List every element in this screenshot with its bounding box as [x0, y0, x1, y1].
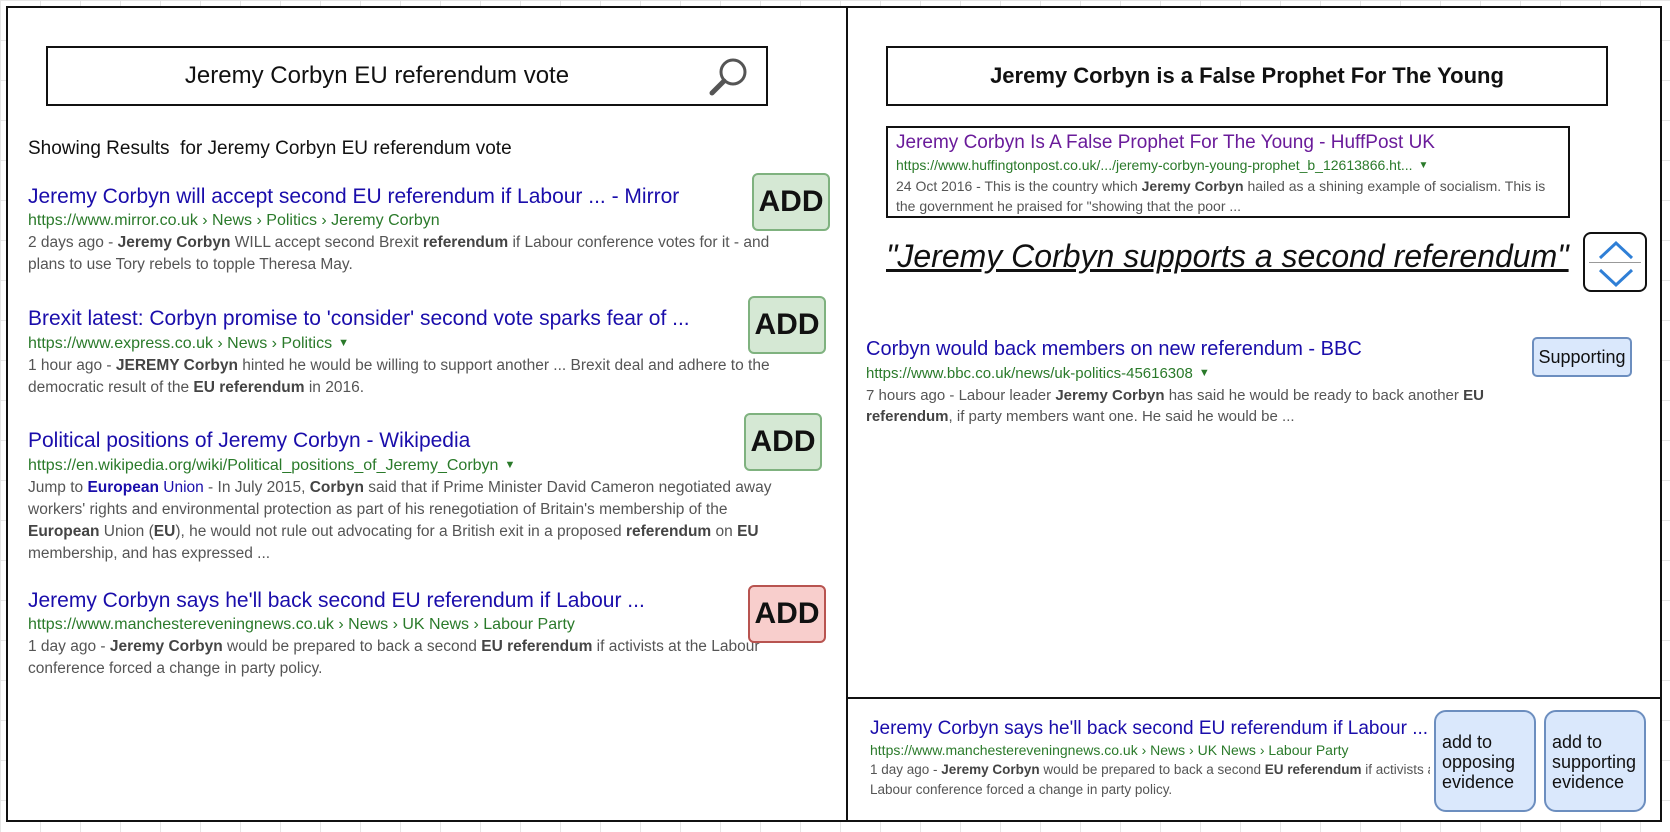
- supporting-badge[interactable]: Supporting: [1532, 337, 1632, 377]
- app-frame: [6, 6, 1662, 822]
- evidence-url: https://www.bbc.co.uk/news/uk-politics-4…: [866, 365, 1210, 382]
- caret-down-icon[interactable]: ▼: [1198, 367, 1210, 379]
- quote-navigator[interactable]: [1583, 232, 1647, 292]
- result-snippet: Jump to European Union - In July 2015, C…: [28, 479, 772, 562]
- evidence-title[interactable]: Corbyn would back members on new referen…: [866, 338, 1362, 360]
- pending-result: Jeremy Corbyn says he'll back second EU …: [870, 717, 1430, 801]
- result-snippet: 1 hour ago - JEREMY Corbyn hinted he wou…: [28, 357, 770, 396]
- result-snippet: 1 day ago - Jeremy Corbyn would be prepa…: [28, 638, 760, 677]
- claim-source-card[interactable]: Jeremy Corbyn Is A False Prophet For The…: [886, 126, 1570, 218]
- results-summary: Showing Results for Jeremy Corbyn EU ref…: [28, 138, 512, 159]
- result-title[interactable]: Jeremy Corbyn will accept second EU refe…: [28, 185, 680, 208]
- pending-snippet: 1 day ago - Jeremy Corbyn would be prepa…: [870, 762, 1430, 797]
- source-url: https://www.huffingtonpost.co.uk/.../jer…: [896, 157, 1429, 173]
- source-snippet: 24 Oct 2016 - This is the country which …: [896, 178, 1546, 214]
- result-snippet: 2 days ago - Jeremy Corbyn WILL accept s…: [28, 234, 770, 273]
- add-opposing-evidence-button[interactable]: add to opposing evidence: [1434, 710, 1536, 812]
- result-url: https://www.mirror.co.uk › News › Politi…: [28, 212, 440, 229]
- result-url: https://www.manchestereveningnews.co.uk …: [28, 616, 575, 633]
- pending-url: https://www.manchestereveningnews.co.uk …: [870, 742, 1349, 758]
- result-title[interactable]: Jeremy Corbyn says he'll back second EU …: [28, 589, 645, 612]
- add-button[interactable]: ADD: [748, 585, 826, 643]
- result-title[interactable]: Political positions of Jeremy Corbyn - W…: [28, 429, 471, 452]
- panel-divider: [846, 6, 848, 822]
- source-title[interactable]: Jeremy Corbyn Is A False Prophet For The…: [896, 132, 1435, 153]
- pending-title[interactable]: Jeremy Corbyn says he'll back second EU …: [870, 718, 1429, 739]
- search-icon[interactable]: [708, 56, 750, 98]
- add-button[interactable]: ADD: [744, 413, 822, 471]
- search-input[interactable]: Jeremy Corbyn EU referendum vote: [184, 62, 570, 89]
- chevron-down-icon[interactable]: [1597, 267, 1635, 289]
- add-supporting-evidence-button[interactable]: add to supporting evidence: [1544, 710, 1646, 812]
- add-button[interactable]: ADD: [752, 173, 830, 231]
- search-result: Brexit latest: Corbyn promise to 'consid…: [28, 306, 788, 399]
- caret-down-icon[interactable]: ▼: [504, 459, 516, 471]
- result-url: https://www.express.co.uk › News › Polit…: [28, 335, 349, 352]
- navigator-divider: [1589, 262, 1641, 263]
- search-result: Jeremy Corbyn says he'll back second EU …: [28, 588, 788, 680]
- claim-title: Jeremy Corbyn is a False Prophet For The…: [886, 46, 1608, 106]
- search-result: Jeremy Corbyn will accept second EU refe…: [28, 184, 788, 276]
- evidence-result: Corbyn would back members on new referen…: [866, 336, 1516, 427]
- add-button[interactable]: ADD: [748, 296, 826, 354]
- caret-down-icon[interactable]: ▼: [338, 337, 349, 349]
- search-result: Political positions of Jeremy Corbyn - W…: [28, 428, 788, 565]
- search-bar[interactable]: Jeremy Corbyn EU referendum vote: [46, 46, 768, 106]
- result-title[interactable]: Brexit latest: Corbyn promise to 'consid…: [28, 307, 690, 330]
- caret-down-icon[interactable]: ▼: [1418, 160, 1429, 171]
- evidence-snippet: 7 hours ago - Labour leader Jeremy Corby…: [866, 387, 1484, 425]
- result-url: https://en.wikipedia.org/wiki/Political_…: [28, 457, 516, 474]
- chevron-up-icon[interactable]: [1597, 239, 1635, 261]
- claim-quote: "Jeremy Corbyn supports a second referen…: [886, 238, 1569, 274]
- bottom-divider: [846, 697, 1662, 699]
